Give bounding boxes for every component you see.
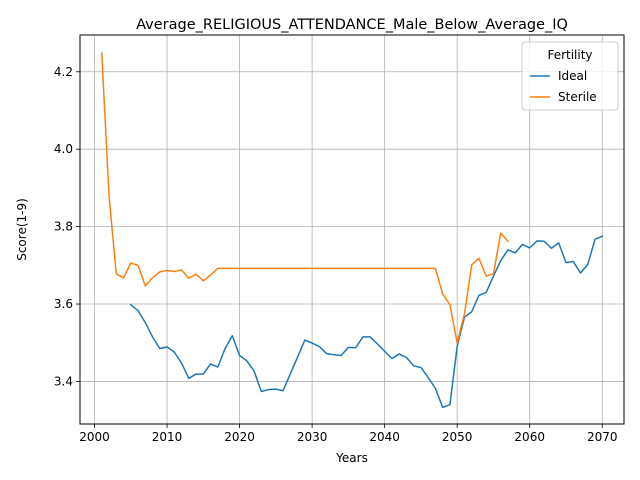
series-line-ideal (129, 235, 604, 409)
x-tick-label: 2000 (79, 430, 110, 444)
y-tick-label: 3.4 (54, 374, 73, 388)
y-tick-label: 3.6 (54, 297, 73, 311)
x-tick-label: 2020 (224, 430, 255, 444)
x-tick-label: 2040 (369, 430, 400, 444)
y-axis-label: Score(1-9) (15, 198, 29, 261)
series-line-sterile (100, 52, 510, 344)
x-tick-label: 2010 (152, 430, 183, 444)
legend-label-sterile: Sterile (558, 90, 597, 104)
y-axis-ticks: 3.4 3.6 3.8 4.0 4.2 (54, 65, 80, 388)
y-tick-label: 4.0 (54, 142, 73, 156)
y-tick-label: 4.2 (54, 65, 73, 79)
x-tick-label: 2070 (587, 430, 618, 444)
x-tick-label: 2030 (297, 430, 328, 444)
legend-title: Fertility (547, 48, 592, 62)
plot-frame (79, 34, 625, 425)
x-tick-label: 2060 (514, 430, 545, 444)
x-axis-label: Years (335, 451, 368, 465)
chart-title: Average_RELIGIOUS_ATTENDANCE_Male_Below_… (136, 17, 568, 33)
series-lines (100, 52, 604, 409)
legend: Fertility Ideal Sterile (521, 41, 619, 111)
x-axis-ticks: 2000 2010 2020 2030 2040 2050 2060 2070 (79, 424, 618, 444)
legend-box (521, 41, 619, 111)
legend-label-ideal: Ideal (558, 69, 587, 83)
y-tick-label: 3.8 (54, 220, 73, 234)
x-tick-label: 2050 (442, 430, 473, 444)
